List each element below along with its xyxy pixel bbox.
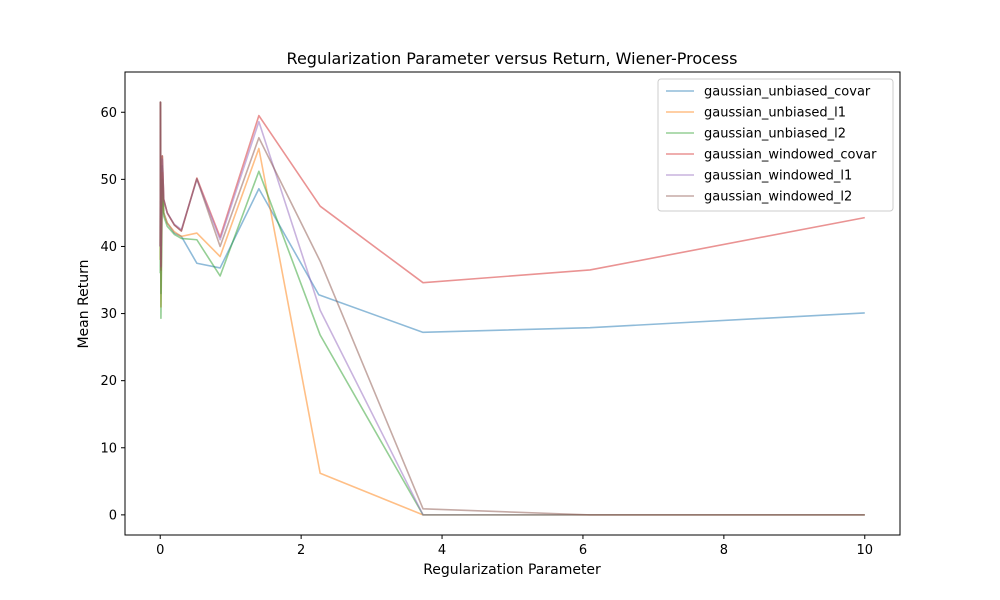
y-tick-label: 40	[100, 240, 117, 255]
legend-entry-label: gaussian_windowed_l2	[704, 190, 852, 205]
y-axis: 0 10 20 30 40 50 60	[100, 106, 125, 523]
x-tick-label: 2	[297, 543, 305, 558]
axes-frame	[124, 71, 901, 536]
x-tick-label: 8	[720, 543, 728, 558]
y-tick-label: 20	[100, 374, 117, 389]
y-tick-label: 10	[100, 441, 117, 456]
x-tick-label: 6	[579, 543, 587, 558]
x-tick-label: 4	[438, 543, 446, 558]
series-line-gaussian-unbiased-l2	[159, 101, 865, 516]
x-axis: 0 2 4 6 8 10	[156, 535, 873, 558]
legend-entry-label: gaussian_windowed_covar	[704, 148, 877, 163]
chart-title: Regularization Parameter versus Return, …	[287, 49, 738, 68]
legend-box	[657, 78, 894, 212]
legend-entry-label: gaussian_unbiased_l1	[704, 106, 846, 121]
series-line-gaussian-windowed-l2	[159, 101, 865, 516]
y-tick-label: 50	[100, 173, 117, 188]
legend-entry-label: gaussian_windowed_l1	[704, 169, 852, 184]
y-tick-label: 30	[100, 307, 117, 322]
x-tick-label: 0	[156, 543, 164, 558]
y-tick-label: 0	[109, 508, 117, 523]
y-tick-label: 60	[100, 106, 117, 121]
legend-entry-label: gaussian_unbiased_covar	[704, 85, 871, 100]
legend: gaussian_unbiased_covar gaussian_unbiased…	[657, 78, 894, 212]
x-axis-label: Regularization Parameter	[423, 562, 601, 578]
plot-area	[159, 101, 865, 516]
y-axis-label: Mean Return	[76, 259, 92, 348]
x-tick-label: 10	[856, 543, 873, 558]
legend-entry-label: gaussian_unbiased_l2	[704, 127, 846, 142]
